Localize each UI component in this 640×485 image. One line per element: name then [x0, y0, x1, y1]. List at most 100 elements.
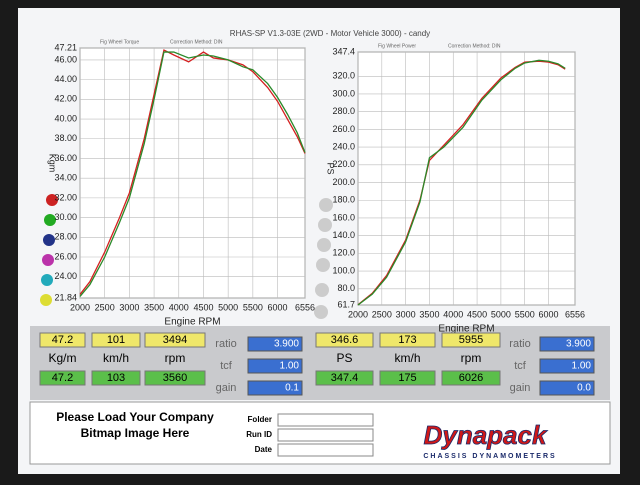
side-value: 3.900 [274, 339, 299, 350]
x-tick-label: 5000 [218, 302, 238, 312]
x-tick-label: 6556 [295, 302, 315, 312]
field-box [277, 428, 374, 442]
x-tick-label: 5500 [243, 302, 263, 312]
y-tick-label: 160.0 [332, 212, 355, 222]
field-box [277, 413, 374, 427]
side-label: gain [510, 382, 531, 394]
field-label: Date [255, 445, 273, 454]
x-tick-label: 4000 [443, 309, 463, 319]
value-text: 6026 [459, 372, 483, 384]
side-label: ratio [215, 338, 236, 350]
blue-cell [247, 380, 303, 396]
blue-cell [539, 336, 595, 352]
y-tick-label: 24.00 [54, 271, 77, 281]
unit-label: rpm [165, 351, 186, 365]
side-label: gain [216, 382, 237, 394]
plot-area [79, 47, 306, 299]
x-tick-label: 3000 [119, 302, 139, 312]
y-tick-label: 100.0 [332, 265, 355, 275]
x-axis-label: Engine RPM [164, 317, 220, 328]
yellow-cell [144, 332, 206, 348]
x-tick-label: 3500 [144, 302, 164, 312]
y-tick-label: 300.0 [332, 88, 355, 98]
y-axis-label: Kgm [48, 154, 58, 173]
report-title: RHAS-SP V1.3-03E (2WD - Motor Vehicle 30… [230, 29, 430, 38]
yellow-cell [315, 332, 374, 348]
side-value: 3.900 [566, 339, 591, 350]
side-value: 1.00 [572, 361, 592, 372]
y-tick-label: 220.0 [332, 159, 355, 169]
y-tick-label: 80.0 [337, 283, 355, 293]
x-tick-label: 4500 [467, 309, 487, 319]
y-tick-label: 280.0 [332, 106, 355, 116]
side-value: 1.00 [280, 361, 300, 372]
value-text: 101 [107, 334, 125, 346]
y-tick-label: 347.4 [332, 46, 355, 56]
unit-label: km/h [103, 351, 129, 365]
legend-note: Correction Method: DIN [448, 43, 501, 49]
data-line [357, 60, 566, 306]
bitmap-note: Bitmap Image Here [81, 426, 190, 440]
x-tick-label: 5500 [515, 309, 535, 319]
y-tick-label: 240.0 [332, 141, 355, 151]
y-tick-label: 320.0 [332, 71, 355, 81]
x-tick-label: 6556 [565, 309, 585, 319]
y-tick-label: 38.00 [54, 133, 77, 143]
y-tick-label: 180.0 [332, 195, 355, 205]
green-cell [91, 370, 141, 386]
unit-label: Kg/m [48, 351, 76, 365]
x-tick-label: 2000 [70, 302, 90, 312]
side-value: 0.0 [577, 383, 591, 394]
y-tick-label: 32.00 [54, 192, 77, 202]
field-label: Folder [248, 415, 272, 424]
x-axis-label: Engine RPM [438, 324, 494, 335]
yellow-cell [39, 332, 86, 348]
unit-label: km/h [394, 351, 420, 365]
green-cell [39, 370, 86, 386]
y-tick-label: 46.00 [54, 54, 77, 64]
x-tick-label: 3500 [419, 309, 439, 319]
y-tick-label: 200.0 [332, 177, 355, 187]
value-text: 175 [398, 372, 416, 384]
green-cell [315, 370, 374, 386]
green-cell [379, 370, 436, 386]
value-text: 3560 [163, 372, 187, 384]
value-text: 47.2 [52, 372, 73, 384]
x-tick-label: 3000 [396, 309, 416, 319]
blue-cell [539, 380, 595, 396]
unit-label: PS [336, 351, 352, 365]
yellow-cell [91, 332, 141, 348]
x-tick-label: 6000 [539, 309, 559, 319]
x-tick-label: 2000 [348, 309, 368, 319]
legend-note: Fig Wheel Power [378, 43, 416, 49]
x-tick-label: 4500 [193, 302, 213, 312]
yellow-cell [379, 332, 436, 348]
value-text: 3494 [163, 334, 187, 346]
y-tick-label: 44.00 [54, 74, 77, 84]
y-tick-label: 28.00 [54, 232, 77, 242]
y-tick-label: 30.00 [54, 212, 77, 222]
x-tick-label: 4000 [169, 302, 189, 312]
y-tick-label: 47.21 [54, 42, 77, 52]
blue-cell [539, 358, 595, 374]
green-cell [144, 370, 206, 386]
blue-cell [247, 336, 303, 352]
y-tick-label: 34.00 [54, 173, 77, 183]
field-box [277, 443, 374, 457]
logo-sub: CHASSIS DYNAMOMETERS [423, 453, 556, 460]
value-text: 47.2 [52, 334, 73, 346]
y-axis-label: PS [326, 162, 336, 174]
value-text: 347.4 [331, 372, 359, 384]
side-label: ratio [509, 338, 530, 350]
x-tick-label: 2500 [95, 302, 115, 312]
logo: Dynapack [424, 420, 548, 450]
x-tick-label: 2500 [372, 309, 392, 319]
yellow-cell [441, 332, 501, 348]
legend-note: Correction Method: DIN [170, 39, 223, 45]
field-label: Run ID [246, 430, 272, 439]
unit-label: rpm [461, 351, 482, 365]
y-tick-label: 140.0 [332, 230, 355, 240]
data-line [357, 59, 566, 306]
bitmap-note: Please Load Your Company [56, 410, 214, 424]
